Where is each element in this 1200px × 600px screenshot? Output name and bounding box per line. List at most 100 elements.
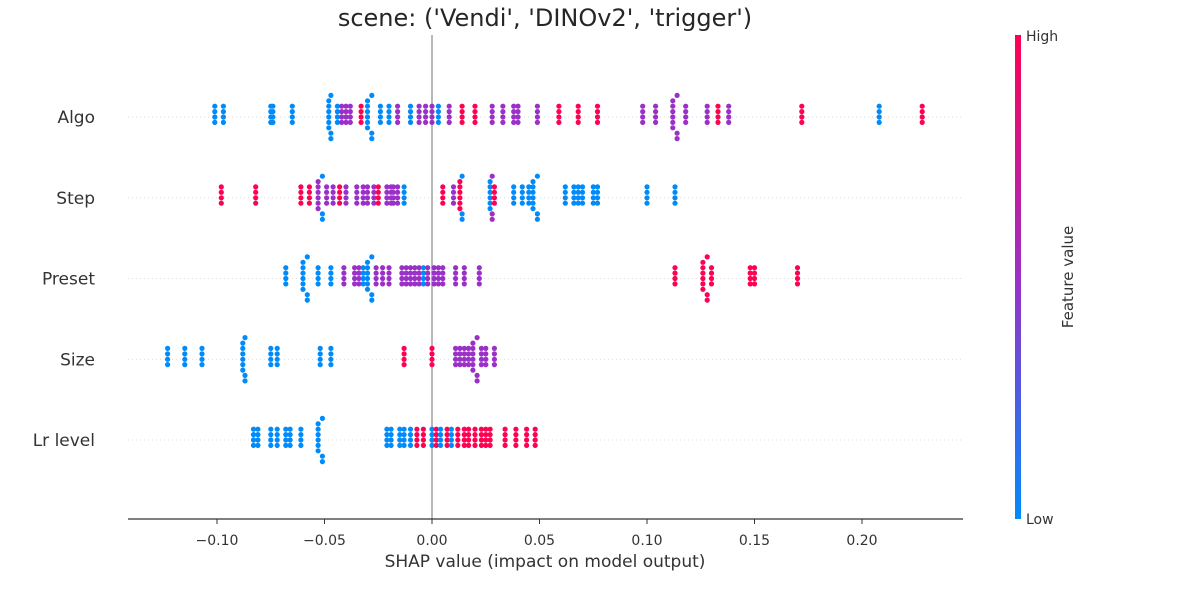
data-point — [487, 437, 493, 443]
data-point — [435, 281, 441, 287]
data-point — [502, 437, 508, 443]
data-point — [401, 345, 407, 351]
data-point — [377, 119, 383, 125]
data-point — [644, 189, 650, 195]
data-point — [429, 109, 435, 115]
data-point — [407, 103, 414, 109]
data-point — [431, 265, 437, 271]
data-point — [519, 200, 525, 206]
data-point — [446, 114, 452, 120]
data-point — [440, 275, 446, 282]
colorbar — [1015, 35, 1021, 519]
data-point — [794, 275, 801, 282]
data-point — [466, 432, 472, 438]
data-point — [453, 265, 459, 271]
data-point — [526, 184, 532, 190]
data-point — [268, 351, 274, 357]
data-point — [590, 200, 596, 206]
data-point — [319, 173, 325, 179]
data-point — [461, 356, 467, 362]
data-point — [401, 184, 407, 190]
data-point — [704, 254, 710, 260]
data-point — [360, 265, 366, 271]
data-point — [457, 351, 463, 357]
data-point — [326, 125, 332, 131]
data-point — [306, 195, 312, 201]
data-point — [672, 195, 678, 201]
x-axis-label: SHAP value (impact on model output) — [385, 552, 706, 572]
data-point — [395, 184, 401, 190]
data-point — [670, 103, 676, 109]
data-point — [240, 362, 246, 368]
data-point — [594, 103, 601, 109]
data-point — [455, 442, 461, 448]
data-point — [487, 442, 493, 448]
data-point — [324, 200, 330, 206]
data-point — [483, 351, 489, 357]
data-point — [450, 184, 457, 190]
data-point — [747, 275, 753, 282]
data-point — [461, 345, 467, 351]
data-point — [483, 345, 489, 351]
data-point — [457, 184, 463, 190]
data-point — [420, 265, 426, 271]
data-point — [283, 270, 289, 276]
data-point — [446, 119, 452, 125]
data-point — [474, 335, 480, 341]
data-point — [287, 442, 293, 448]
data-point — [429, 442, 435, 448]
data-point — [395, 195, 401, 201]
data-point — [347, 103, 353, 109]
data-point — [500, 114, 506, 120]
data-point — [364, 275, 371, 282]
category-labels: Algo Step Preset Size Lr level — [33, 108, 96, 451]
data-point — [478, 345, 484, 351]
data-point — [683, 109, 689, 115]
data-point — [579, 200, 586, 206]
data-point — [794, 270, 801, 276]
data-point — [250, 426, 257, 432]
data-point — [328, 362, 334, 368]
data-point — [423, 114, 429, 120]
data-point — [435, 109, 441, 115]
data-point — [530, 195, 536, 201]
data-point — [500, 103, 506, 109]
data-point — [674, 136, 680, 142]
data-point — [919, 114, 925, 120]
data-point — [457, 195, 463, 201]
data-point — [304, 297, 310, 303]
data-point — [300, 281, 306, 287]
data-point — [319, 459, 325, 465]
data-point — [397, 442, 403, 448]
data-point — [401, 189, 407, 195]
data-point — [397, 426, 403, 432]
data-point — [416, 119, 422, 125]
data-point — [306, 184, 312, 190]
data-point — [590, 189, 596, 195]
data-point — [386, 265, 392, 271]
data-point — [354, 200, 360, 206]
data-point — [255, 432, 261, 438]
data-point — [429, 119, 435, 125]
data-point — [371, 200, 377, 206]
data-point — [240, 345, 246, 351]
data-point — [483, 437, 489, 443]
data-point — [470, 345, 476, 351]
data-point — [704, 109, 710, 115]
data-point — [364, 125, 371, 131]
data-point — [283, 275, 289, 282]
data-point — [360, 275, 366, 282]
data-point — [218, 184, 224, 190]
data-point — [380, 281, 386, 287]
data-point — [380, 270, 386, 276]
data-point — [240, 356, 246, 362]
data-point — [274, 426, 280, 432]
data-point — [384, 200, 390, 206]
data-point — [315, 437, 321, 443]
data-point — [337, 195, 343, 201]
data-point — [524, 432, 530, 438]
data-point — [919, 109, 925, 115]
data-point — [556, 109, 562, 115]
data-point — [386, 114, 392, 120]
data-point — [700, 275, 706, 282]
